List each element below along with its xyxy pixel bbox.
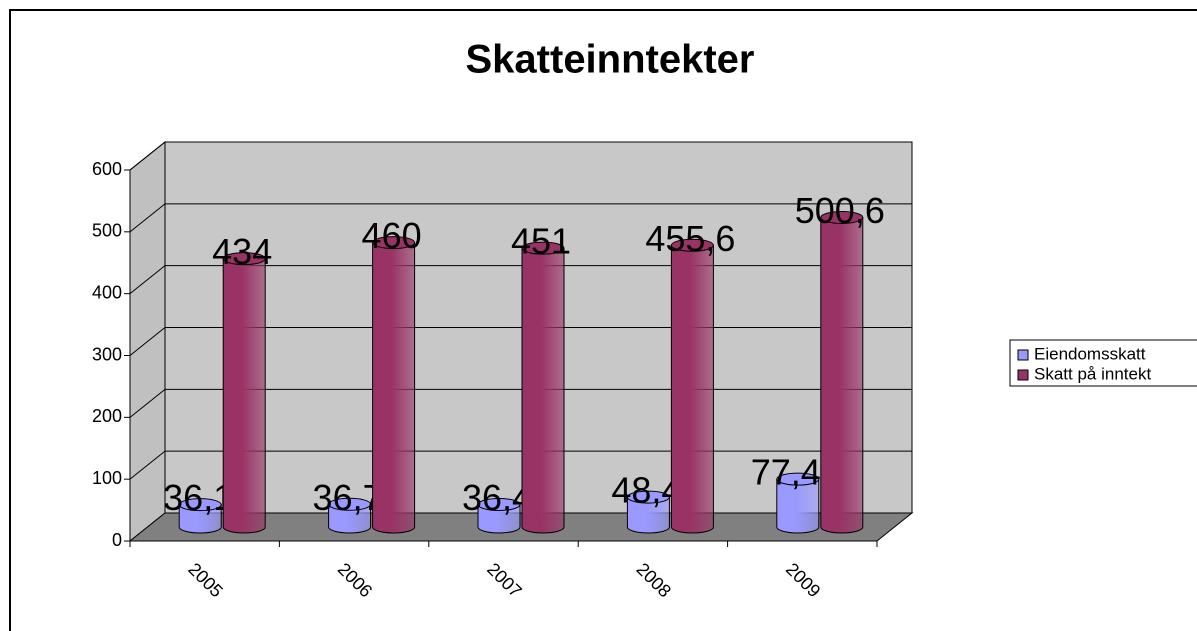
bar-top (776, 472, 820, 486)
grid-line (129, 203, 166, 233)
bar (372, 236, 416, 534)
bar-body (626, 496, 670, 534)
bar-body (820, 216, 864, 534)
data-label: 48,4 (611, 470, 681, 511)
bar-top (670, 238, 714, 252)
data-label: 434 (212, 231, 272, 272)
y-tick-label: 500 (92, 221, 122, 241)
data-label: 451 (511, 221, 571, 262)
bar-body (776, 478, 820, 534)
legend-swatch (1017, 369, 1029, 381)
bar (178, 498, 222, 534)
y-tick-label: 200 (92, 406, 122, 426)
bar (521, 241, 565, 534)
bar-top (372, 236, 416, 250)
bar-body (477, 503, 521, 534)
bar (670, 238, 714, 534)
chart-title: Skatteinntekter (466, 38, 755, 82)
legend-label: Skatt på inntekt (1034, 364, 1151, 383)
bar-top (178, 498, 222, 512)
bar-top (477, 497, 521, 511)
grid-line (129, 141, 166, 171)
y-tick-label: 600 (92, 159, 122, 179)
bar-body (222, 258, 266, 534)
legend-swatch (1017, 349, 1029, 361)
grid-line (129, 450, 166, 480)
bar (477, 497, 521, 534)
bar-top (328, 497, 372, 511)
bar (626, 490, 670, 534)
bar-body (670, 244, 714, 534)
data-label: 500,6 (795, 190, 885, 231)
grid-line (129, 327, 166, 356)
bar (222, 252, 266, 534)
grid-line (129, 265, 166, 295)
bar-body (178, 504, 222, 534)
y-tick-label: 0 (112, 530, 122, 550)
bar-body (521, 247, 565, 534)
y-tick-label: 400 (92, 282, 122, 302)
bar-top (626, 490, 670, 504)
y-tick-label: 300 (92, 344, 122, 364)
data-label: 455,6 (645, 218, 735, 259)
bar-body (372, 242, 416, 534)
bar-top (820, 210, 864, 224)
bar (328, 497, 372, 534)
data-label: 36,4 (462, 477, 532, 518)
legend-label: Eiendomsskatt (1034, 344, 1146, 363)
bar-body (328, 503, 372, 534)
legend-box (1009, 339, 1197, 387)
grid-line (129, 388, 166, 418)
y-tick-label: 100 (92, 468, 122, 488)
bar-top (222, 252, 266, 266)
bar-top (521, 241, 565, 255)
bar (820, 210, 864, 534)
data-label: 36,1 (163, 477, 233, 518)
data-label: 460 (362, 215, 422, 256)
data-label: 36,7 (313, 477, 383, 518)
bar (776, 472, 820, 534)
